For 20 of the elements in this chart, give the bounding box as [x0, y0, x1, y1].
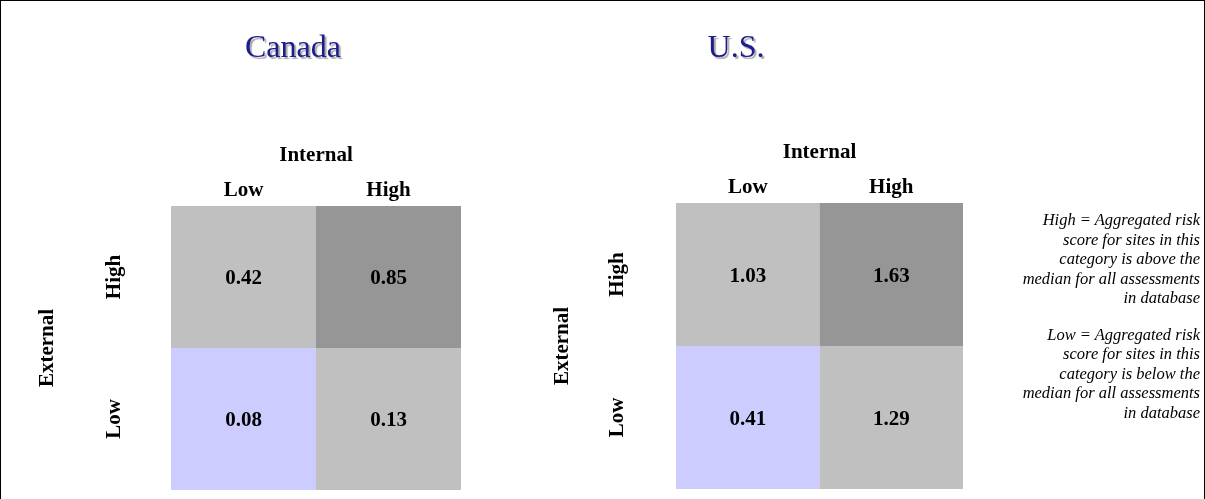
data-label: 0.42	[225, 265, 262, 289]
data-label: 1.29	[872, 405, 910, 430]
x-tick-label: Low	[727, 174, 769, 198]
text: Low = Aggregated risk score for sites in this category is below the median for all assessments in database	[1022, 324, 1201, 422]
x-tick-label: High	[869, 174, 914, 198]
data-label: 0.13	[370, 407, 407, 431]
chart-title: U.S.	[707, 28, 765, 64]
y-axis-title: External	[34, 308, 58, 388]
y-axis-title: External	[549, 306, 573, 386]
data-label: 0.41	[729, 405, 767, 430]
data-label: 1.03	[729, 262, 767, 287]
chart-title: Canada	[245, 28, 341, 64]
x-axis-title: Internal	[279, 142, 353, 166]
data-label: 0.08	[225, 407, 262, 431]
data-label: 0.85	[370, 265, 407, 289]
x-axis-title: Internal	[782, 139, 857, 163]
data-label: 1.63	[872, 262, 910, 287]
text: High = Aggregated risk score for sites in this category is above the median for all assessments in database	[1022, 210, 1201, 307]
x-tick-label: Low	[223, 177, 265, 201]
x-tick-label: High	[366, 177, 411, 201]
